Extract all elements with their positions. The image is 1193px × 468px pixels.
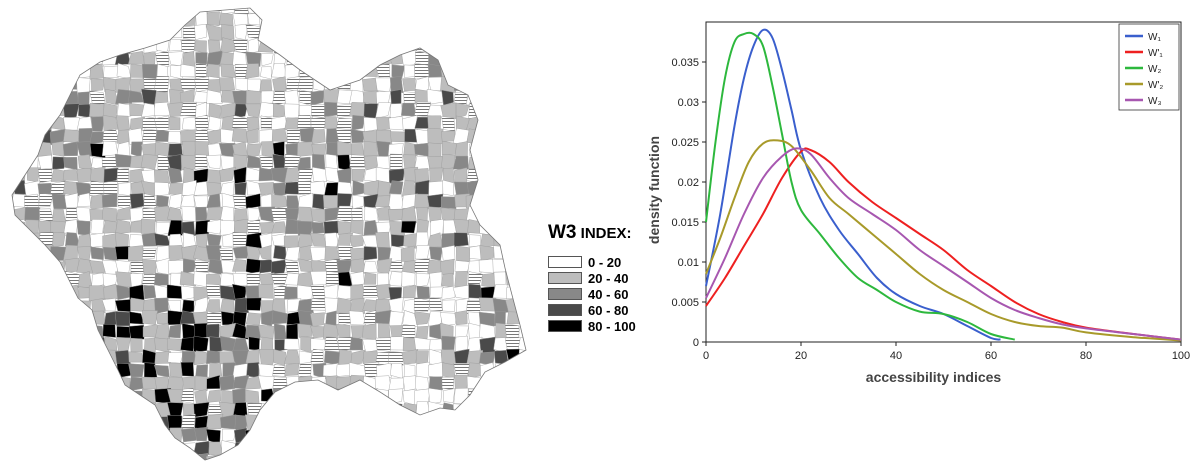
- legend-item-label: 40 - 60: [588, 287, 628, 302]
- y-tick-label: 0.005: [671, 297, 699, 309]
- x-tick-label: 20: [795, 350, 807, 362]
- legend-swatch: [548, 304, 582, 316]
- density-chart-svg: 0 20 40 60 80 100 0 0.005 0.01 0.015 0.02 0.025 0.03…: [640, 0, 1193, 463]
- plot-frame: [706, 22, 1181, 342]
- x-tick-label: 60: [985, 350, 997, 362]
- legend-item-label: 0 - 20: [588, 255, 621, 270]
- series-line-w1: [706, 30, 1001, 340]
- legend-swatch: [548, 320, 582, 332]
- density-chart: 0 20 40 60 80 100 0 0.005 0.01 0.015 0.02 0.025 0.03…: [640, 0, 1193, 463]
- x-tick-label: 100: [1172, 350, 1190, 362]
- y-tick-label: 0.02: [678, 177, 699, 189]
- legend-swatch: [548, 256, 582, 268]
- y-tick-label: 0.035: [671, 57, 699, 69]
- series-line-wp1: [706, 148, 1181, 339]
- x-tick-label: 40: [890, 350, 902, 362]
- chart-legend-label: W₁: [1148, 32, 1161, 43]
- chart-legend-label: W'₁: [1148, 48, 1163, 59]
- series-line-wp2: [706, 140, 1181, 340]
- series-line-w3: [706, 148, 1181, 339]
- legend-title-prefix: W3: [548, 222, 577, 243]
- y-tick-label: 0: [693, 337, 699, 349]
- series-line-w2: [706, 33, 1015, 340]
- legend-item-label: 20 - 40: [588, 271, 628, 286]
- legend-title-suffix: INDEX:: [577, 225, 632, 242]
- y-tick-label: 0.03: [678, 97, 699, 109]
- y-axis-label: density function: [646, 136, 662, 244]
- region-map: [0, 0, 530, 463]
- map-regions: [0, 0, 530, 463]
- chart-legend-label: W₂: [1148, 64, 1161, 75]
- legend-swatch: [548, 288, 582, 300]
- y-tick-label: 0.01: [678, 257, 699, 269]
- chart-legend-label: W'₂: [1148, 80, 1163, 91]
- x-tick-label: 80: [1080, 350, 1092, 362]
- x-axis-label: accessibility indices: [866, 369, 1002, 385]
- legend-swatch: [548, 272, 582, 284]
- choropleth-map: [0, 0, 530, 463]
- x-tick-label: 0: [703, 350, 709, 362]
- legend-item-label: 80 - 100: [588, 319, 636, 334]
- legend-item-label: 60 - 80: [588, 303, 628, 318]
- chart-legend-label: W₃: [1148, 96, 1162, 107]
- y-tick-label: 0.015: [671, 217, 699, 229]
- y-tick-label: 0.025: [671, 137, 699, 149]
